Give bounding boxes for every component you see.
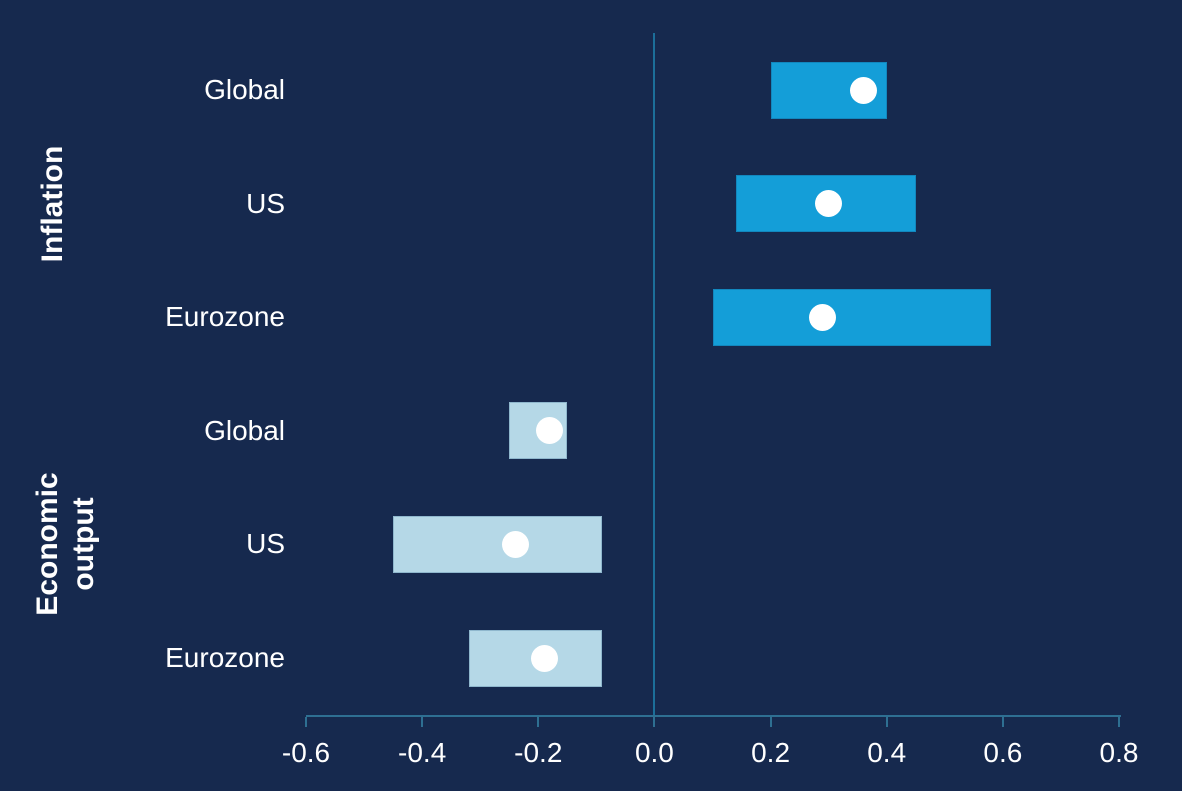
- point-estimate-dot: [501, 530, 529, 558]
- range-bar-economic-output-us: [393, 515, 603, 573]
- point-estimate-dot: [815, 190, 843, 218]
- x-axis-tick-label: 0.6: [983, 737, 1023, 768]
- x-axis-tick: [1001, 717, 1004, 727]
- category-label: Global: [204, 74, 285, 105]
- zero-baseline: [653, 33, 656, 715]
- group-label-inflation: Inflation: [36, 145, 69, 262]
- range-bar-inflation-eurozone: [712, 288, 992, 346]
- x-axis-tick-label: -0.2: [514, 737, 563, 768]
- group-label-economic-output: Economic output: [31, 472, 100, 617]
- x-axis-tick-label: -0.4: [398, 737, 447, 768]
- x-axis-tick: [885, 717, 888, 727]
- x-axis-tick: [653, 717, 656, 727]
- x-axis-tick: [421, 717, 424, 727]
- point-estimate-dot: [849, 76, 877, 104]
- category-label: US: [246, 528, 285, 560]
- x-axis-tick-label: 0.0: [634, 737, 674, 768]
- x-axis: [306, 715, 1121, 717]
- category-label: Global: [204, 414, 285, 446]
- x-axis-tick-label: 0.8: [1099, 737, 1139, 768]
- category-label: Eurozone: [165, 642, 285, 673]
- x-axis-tick-label: 0.4: [867, 737, 907, 768]
- x-axis-tick-label: 0.2: [751, 737, 791, 768]
- point-estimate-dot: [536, 417, 564, 445]
- category-label: US: [246, 187, 285, 219]
- x-axis-tick: [1118, 717, 1120, 727]
- x-axis-tick: [305, 717, 307, 727]
- category-label: Eurozone: [165, 301, 285, 333]
- x-axis-tick-label: -0.6: [281, 737, 331, 768]
- x-axis-tick: [769, 717, 772, 727]
- point-estimate-dot: [809, 303, 837, 331]
- x-axis-tick: [537, 717, 540, 727]
- point-estimate-dot: [530, 644, 558, 672]
